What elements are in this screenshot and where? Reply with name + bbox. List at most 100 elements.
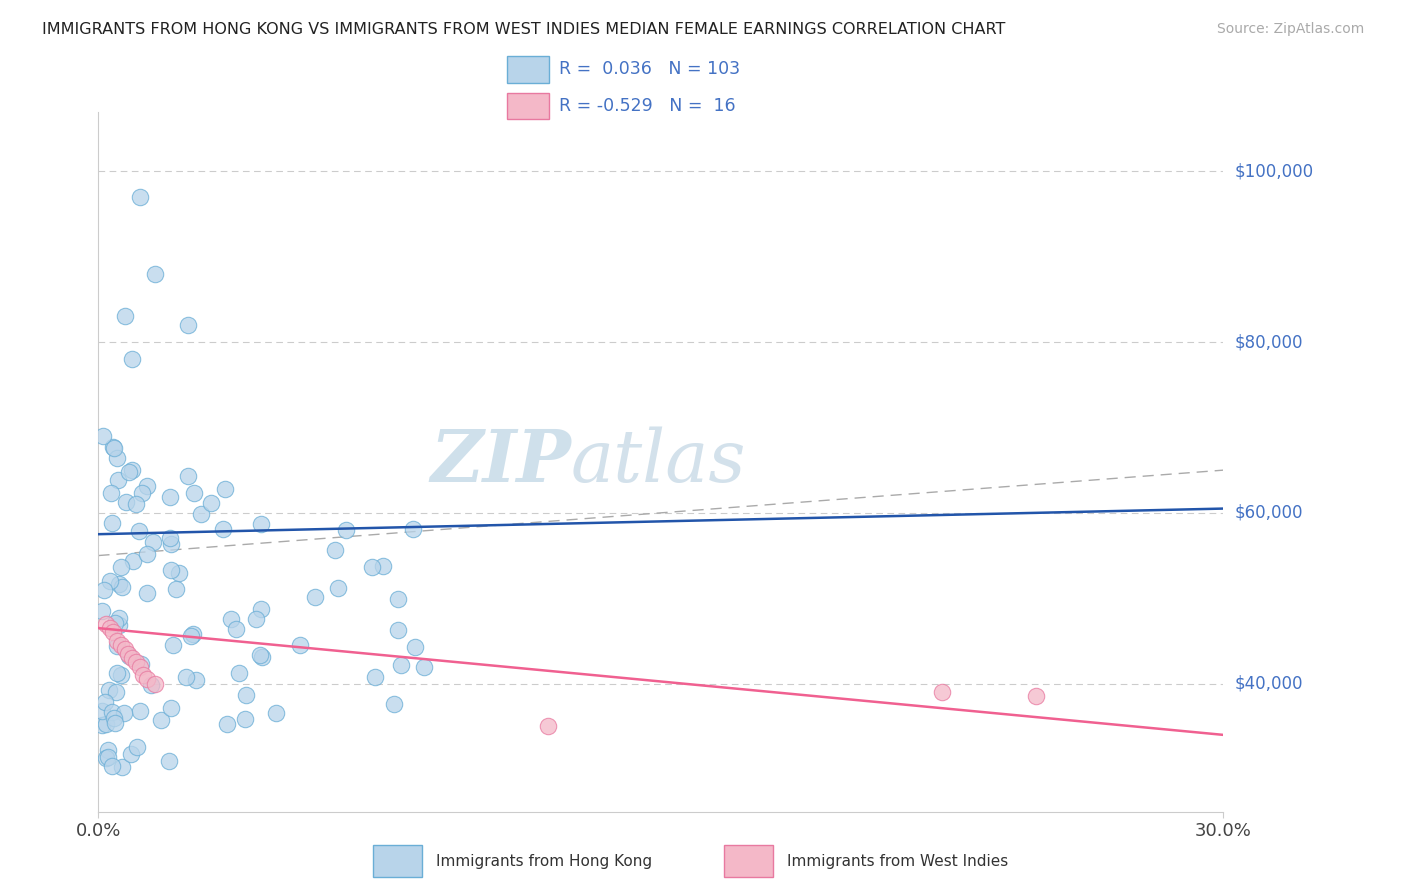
- Point: [141, 678, 163, 692]
- Point: [103, 441, 125, 455]
- Point: [117, 648, 139, 663]
- Point: [212, 522, 235, 536]
- Point: [110, 638, 132, 652]
- Point: [128, 190, 150, 204]
- Point: [121, 554, 143, 568]
- Point: [290, 638, 312, 652]
- Point: [111, 580, 134, 594]
- Text: Immigrants from West Indies: Immigrants from West Indies: [787, 854, 1008, 869]
- Point: [107, 473, 129, 487]
- Point: [115, 495, 138, 509]
- Point: [323, 542, 346, 557]
- Point: [136, 586, 159, 600]
- Point: [235, 689, 257, 703]
- FancyBboxPatch shape: [724, 846, 773, 878]
- Point: [108, 618, 131, 632]
- Point: [364, 670, 387, 684]
- Point: [105, 685, 128, 699]
- Point: [1025, 690, 1047, 704]
- Point: [94, 694, 117, 708]
- Point: [387, 592, 409, 607]
- Point: [136, 479, 159, 493]
- Point: [100, 486, 122, 500]
- Point: [121, 462, 143, 476]
- Point: [114, 310, 136, 324]
- Point: [128, 524, 150, 538]
- Point: [250, 602, 273, 616]
- Point: [249, 648, 271, 663]
- Point: [225, 623, 247, 637]
- Point: [371, 558, 394, 573]
- Point: [131, 486, 153, 500]
- Point: [108, 577, 131, 591]
- Point: [107, 611, 129, 625]
- Point: [537, 719, 560, 733]
- Point: [165, 582, 187, 597]
- Point: [136, 673, 159, 687]
- Point: [104, 616, 127, 631]
- Point: [103, 711, 125, 725]
- Point: [91, 604, 114, 618]
- Point: [326, 581, 349, 595]
- Text: atlas: atlas: [571, 426, 747, 497]
- Point: [190, 507, 212, 521]
- FancyBboxPatch shape: [373, 846, 422, 878]
- Point: [143, 267, 166, 281]
- Point: [105, 665, 128, 680]
- Point: [177, 469, 200, 483]
- Point: [177, 318, 200, 332]
- Point: [181, 627, 204, 641]
- Point: [228, 666, 250, 681]
- Point: [105, 639, 128, 653]
- Point: [264, 706, 287, 721]
- Point: [104, 716, 127, 731]
- Point: [121, 651, 143, 665]
- Point: [389, 657, 412, 672]
- Point: [105, 451, 128, 466]
- Point: [101, 440, 124, 454]
- Point: [401, 522, 423, 536]
- Point: [162, 638, 184, 652]
- Text: $80,000: $80,000: [1234, 333, 1303, 351]
- Point: [125, 655, 148, 669]
- FancyBboxPatch shape: [508, 56, 548, 83]
- Point: [105, 634, 128, 648]
- Text: Source: ZipAtlas.com: Source: ZipAtlas.com: [1216, 22, 1364, 37]
- Point: [101, 705, 124, 719]
- Point: [159, 537, 181, 551]
- Point: [117, 647, 139, 661]
- Point: [129, 704, 152, 718]
- Point: [413, 660, 436, 674]
- Point: [117, 465, 139, 479]
- Point: [125, 740, 148, 755]
- Point: [128, 659, 150, 673]
- Point: [160, 701, 183, 715]
- Point: [387, 623, 409, 637]
- Text: IMMIGRANTS FROM HONG KONG VS IMMIGRANTS FROM WEST INDIES MEDIAN FEMALE EARNINGS : IMMIGRANTS FROM HONG KONG VS IMMIGRANTS …: [42, 22, 1005, 37]
- Point: [404, 640, 426, 655]
- Text: Immigrants from Hong Kong: Immigrants from Hong Kong: [436, 854, 652, 869]
- Point: [159, 531, 181, 545]
- Point: [98, 574, 121, 589]
- Point: [129, 657, 152, 672]
- Point: [101, 516, 124, 531]
- Point: [221, 612, 243, 626]
- Point: [96, 750, 118, 764]
- Text: R =  0.036   N = 103: R = 0.036 N = 103: [558, 61, 740, 78]
- Point: [97, 750, 120, 764]
- Point: [233, 712, 256, 726]
- Point: [335, 523, 357, 537]
- Text: $100,000: $100,000: [1234, 162, 1313, 180]
- Point: [97, 683, 120, 698]
- Point: [931, 685, 953, 699]
- Point: [143, 676, 166, 690]
- Point: [125, 498, 148, 512]
- Point: [382, 697, 405, 711]
- FancyBboxPatch shape: [508, 93, 548, 120]
- Point: [304, 591, 326, 605]
- Point: [110, 560, 132, 574]
- Text: $40,000: $40,000: [1234, 674, 1303, 692]
- Point: [103, 625, 125, 640]
- Point: [250, 517, 273, 532]
- Point: [94, 616, 117, 631]
